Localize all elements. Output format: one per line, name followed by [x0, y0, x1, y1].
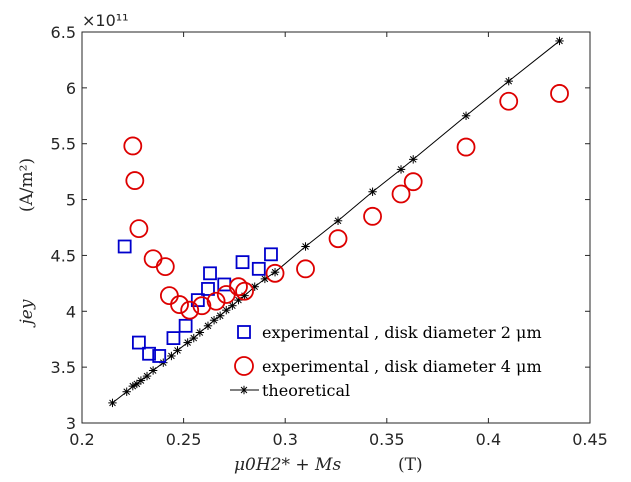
legend-label-exp2: experimental , disk diameter 2 μm [262, 323, 542, 342]
theoretical-point [148, 366, 158, 375]
theoretical-point [368, 187, 377, 196]
x-axis-unit: (T) [398, 455, 423, 475]
x-axis-label: μ0H2* + Ms [234, 455, 341, 475]
theoretical-point [504, 76, 513, 86]
theoretical-point [396, 165, 406, 174]
legend: experimental , disk diameter 2 μm experi… [230, 323, 542, 400]
y-exponent-label: ×10¹¹ [82, 11, 129, 30]
y-axis-label: jey [17, 299, 37, 328]
y-tick-label: 3.5 [51, 358, 76, 377]
y-tick-label: 6.5 [51, 23, 76, 42]
theoretical-point [122, 387, 131, 396]
y-tick-label: 6 [66, 79, 76, 98]
legend-label-exp4: experimental , disk diameter 4 μm [262, 357, 542, 376]
legend-entry-exp4: experimental , disk diameter 4 μm [234, 356, 542, 376]
y-tick-label: 5 [66, 191, 76, 210]
exp4-point [170, 295, 189, 314]
theoretical-point [195, 328, 205, 337]
exp2-point [131, 335, 146, 350]
y-tick-label: 4.5 [51, 246, 76, 265]
theoretical-point [209, 316, 219, 325]
series-layer [108, 36, 569, 408]
legend-marker-asterisk [239, 385, 249, 395]
legend-asterisk-mark [239, 385, 249, 395]
theoretical-point [461, 111, 471, 120]
exp4-point [391, 184, 411, 204]
exp4-point [363, 206, 382, 226]
theoretical-point [203, 321, 213, 331]
exp4-point [125, 171, 145, 190]
exp2-point [152, 349, 167, 363]
theoretical-point [189, 333, 198, 343]
theoretical-point [183, 338, 192, 347]
legend-entry-exp2: experimental , disk diameter 2 μm [237, 323, 542, 342]
exp2-point [235, 255, 250, 270]
x-axis: 0.2 0.25 0.3 0.35 0.4 0.45 [69, 32, 608, 449]
exp4-point [499, 91, 519, 111]
y-axis: 3 3.5 4 4.5 5 5.5 6 6.5 [51, 23, 590, 433]
theoretical-point [409, 155, 418, 164]
exp4-point [456, 137, 476, 157]
legend-marker-circle [234, 356, 254, 376]
exp4-point [192, 296, 212, 316]
x-tick-label: 0.4 [476, 430, 501, 449]
legend-label-theory: theoretical [262, 381, 350, 400]
exp4-point [180, 300, 200, 320]
exp4-point [296, 259, 315, 279]
x-tick-label: 0.45 [572, 430, 608, 449]
exp4-point [265, 263, 285, 283]
legend-entry-theory: theoretical [230, 381, 350, 400]
exp4-point [129, 219, 149, 239]
theoretical-point [108, 398, 117, 408]
plot-area [81, 31, 591, 424]
theoretical-point [132, 379, 142, 389]
exp4-point [550, 84, 569, 103]
theoretical-point [136, 376, 146, 385]
exp4-point [328, 229, 348, 249]
x-tick-label: 0.25 [166, 430, 202, 449]
x-tick-label: 0.2 [69, 430, 94, 449]
exp2-point [117, 239, 132, 254]
exp4-point [403, 172, 423, 192]
theoretical-point [555, 36, 564, 46]
theoretical-point [301, 242, 310, 251]
exp2-point [264, 247, 278, 262]
x-tick-label: 0.35 [369, 430, 405, 449]
y-tick-label: 4 [66, 302, 76, 321]
exp2-point [251, 261, 266, 276]
theoretical-point [333, 216, 343, 225]
theoretical-point [142, 371, 152, 381]
y-axis-unit: (A/m²) [17, 158, 37, 212]
theoretical-point [173, 346, 182, 355]
exp4-point [229, 277, 248, 297]
exp4-point [206, 291, 226, 311]
exp2-point [166, 331, 181, 345]
theoretical-point [215, 311, 225, 320]
exp2-point [142, 346, 156, 361]
exp2-point [178, 318, 193, 333]
x-tick-label: 0.3 [272, 430, 297, 449]
exp4-point [155, 257, 175, 277]
exp2-point [203, 266, 217, 281]
exp4-point [123, 136, 143, 156]
exp4-point [235, 281, 254, 301]
y-tick-label: 3 [66, 414, 76, 433]
theoretical-point [167, 351, 176, 361]
y-tick-label: 5.5 [51, 135, 76, 154]
theoretical-point [270, 267, 280, 277]
theoretical-point [222, 305, 231, 315]
legend-marker-square [237, 325, 251, 339]
exp2-point [201, 282, 215, 296]
theoretical-point [228, 301, 237, 310]
